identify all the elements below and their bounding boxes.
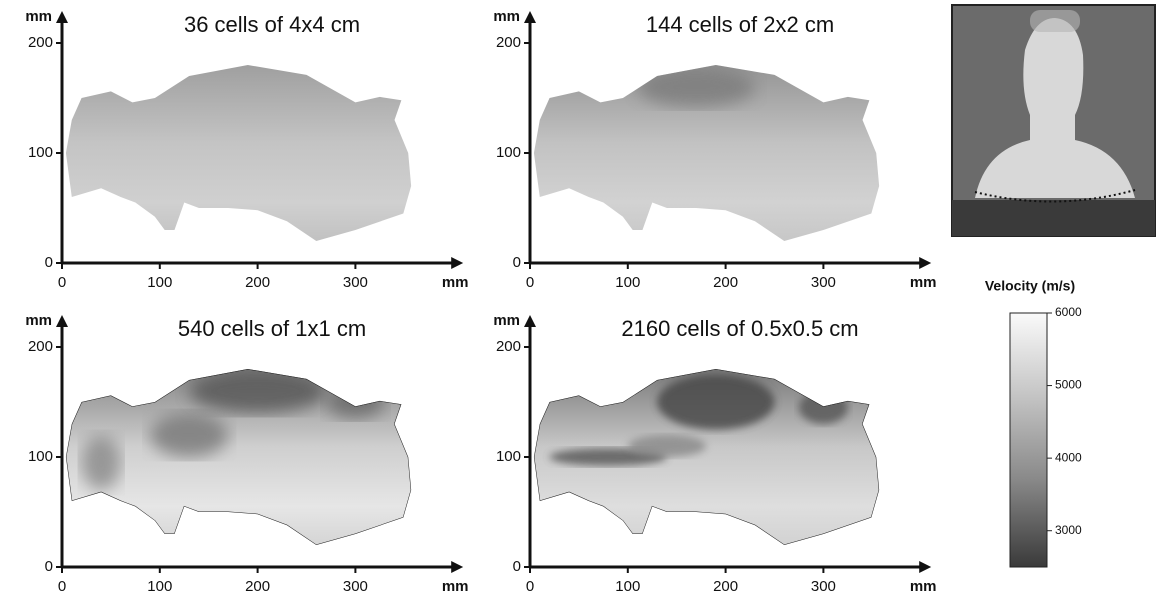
colorbar-tick-label: 4000 xyxy=(1055,450,1082,464)
velocity-map xyxy=(533,65,880,241)
x-tick-label: 100 xyxy=(147,274,172,291)
x-tick-label: 200 xyxy=(245,578,270,595)
y-axis-arrow xyxy=(524,11,536,23)
y-unit: mm xyxy=(25,8,52,25)
x-axis-arrow xyxy=(451,257,464,269)
photo xyxy=(951,4,1156,237)
y-unit: mm xyxy=(493,8,520,25)
x-axis-arrow xyxy=(919,561,932,573)
colorbar-tick-label: 5000 xyxy=(1055,378,1082,392)
velocity-map xyxy=(65,65,412,241)
x-unit: mm xyxy=(910,274,937,291)
x-tick-label: 0 xyxy=(526,274,534,291)
x-unit: mm xyxy=(442,274,469,291)
panel-title: 2160 cells of 0.5x0.5 cm xyxy=(621,316,858,341)
x-tick-label: 300 xyxy=(811,274,836,291)
y-tick-label: 200 xyxy=(496,34,521,51)
y-tick-label: 200 xyxy=(28,338,53,355)
y-axis-arrow xyxy=(524,315,536,327)
colorbar-tick-label: 3000 xyxy=(1055,523,1082,537)
x-tick-label: 0 xyxy=(58,274,66,291)
y-axis-arrow xyxy=(56,11,68,23)
x-axis-arrow xyxy=(919,257,932,269)
x-tick-label: 300 xyxy=(811,578,836,595)
colorbar-tick-label: 6000 xyxy=(1055,305,1082,319)
panel-title: 36 cells of 4x4 cm xyxy=(184,12,360,37)
panel-title: 540 cells of 1x1 cm xyxy=(178,316,366,341)
y-unit: mm xyxy=(493,312,520,329)
velocity-map xyxy=(533,369,880,545)
x-tick-label: 0 xyxy=(526,578,534,595)
y-tick-label: 100 xyxy=(28,144,53,161)
x-tick-label: 200 xyxy=(713,578,738,595)
x-tick-label: 300 xyxy=(343,274,368,291)
y-axis-arrow xyxy=(56,315,68,327)
x-tick-label: 200 xyxy=(713,274,738,291)
y-tick-label: 100 xyxy=(28,448,53,465)
y-unit: mm xyxy=(25,312,52,329)
y-tick-label: 200 xyxy=(28,34,53,51)
velocity-map xyxy=(65,369,412,545)
y-tick-label: 0 xyxy=(45,558,53,575)
y-tick-label: 0 xyxy=(513,558,521,575)
x-unit: mm xyxy=(442,578,469,595)
x-axis-arrow xyxy=(451,561,464,573)
colorbar xyxy=(1009,312,1048,568)
y-tick-label: 0 xyxy=(45,254,53,271)
y-tick-label: 100 xyxy=(496,144,521,161)
x-tick-label: 300 xyxy=(343,578,368,595)
x-unit: mm xyxy=(910,578,937,595)
colorbar-label: Velocity (m/s) xyxy=(985,278,1075,294)
y-tick-label: 100 xyxy=(496,448,521,465)
y-tick-label: 0 xyxy=(513,254,521,271)
x-tick-label: 100 xyxy=(615,578,640,595)
y-tick-label: 200 xyxy=(496,338,521,355)
x-tick-label: 100 xyxy=(147,578,172,595)
x-tick-label: 200 xyxy=(245,274,270,291)
x-tick-label: 0 xyxy=(58,578,66,595)
panel-title: 144 cells of 2x2 cm xyxy=(646,12,834,37)
x-tick-label: 100 xyxy=(615,274,640,291)
